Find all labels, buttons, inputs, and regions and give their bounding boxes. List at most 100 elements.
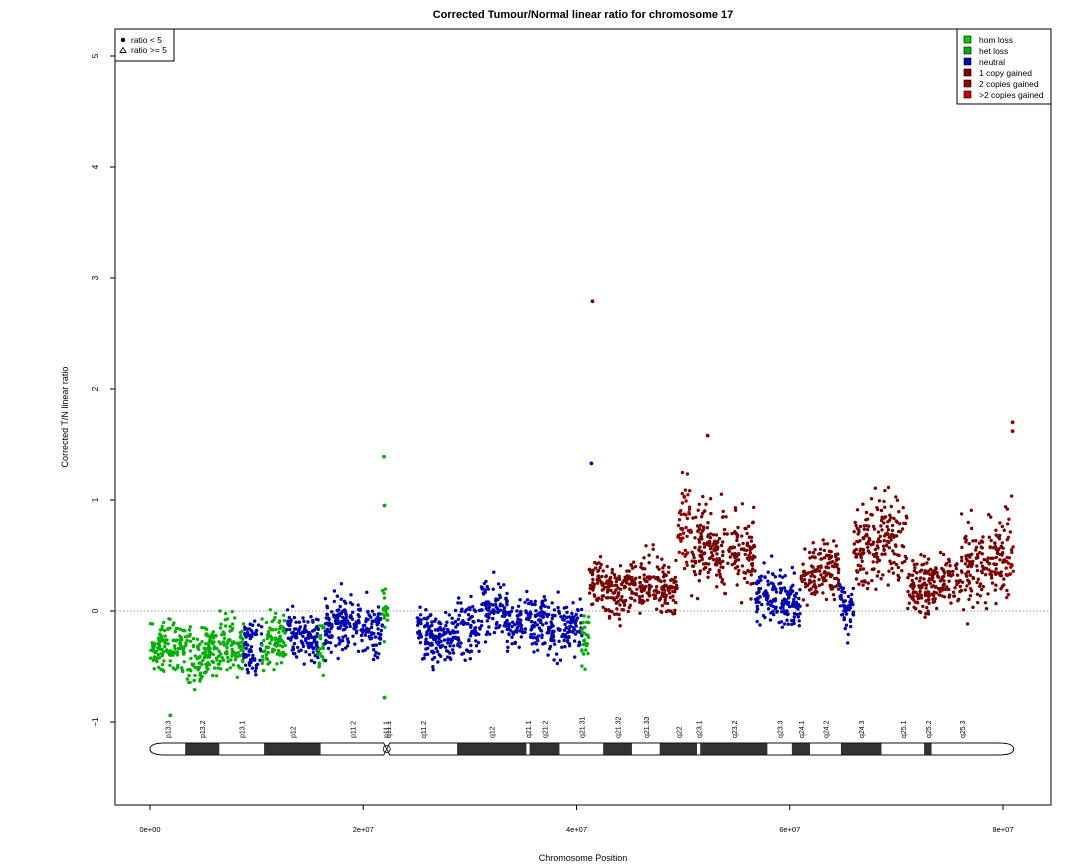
data-point [317,661,321,665]
x-tick-label: 2e+07 [353,825,374,834]
data-point [697,540,702,544]
data-point [275,642,279,646]
data-point [966,578,970,582]
data-point [912,569,917,573]
data-point [818,547,823,551]
segment-neutral [479,570,509,644]
data-point [710,544,714,548]
data-point [890,523,895,528]
data-point [479,624,484,628]
data-point [587,591,592,595]
data-point [876,507,880,512]
data-point [708,567,712,572]
data-point [1002,577,1006,581]
data-point [879,508,884,513]
data-point [563,633,567,637]
data-point [1007,517,1011,521]
data-point [779,620,784,624]
data-point [278,643,282,648]
data-point [586,651,590,656]
data-point [871,524,876,529]
data-point [572,617,576,622]
data-point [207,649,211,653]
data-point [160,627,164,632]
data-point [565,615,569,619]
data-point [580,649,584,653]
data-point [877,558,882,563]
data-point [563,645,567,649]
data-point [699,523,703,527]
data-point [762,594,767,598]
data-point [530,620,534,624]
data-point [454,625,458,629]
data-point [940,566,944,571]
data-point [525,598,530,602]
data-point [200,662,204,667]
data-point [720,580,724,584]
data-point [334,644,338,648]
data-point [335,608,339,613]
data-point [172,621,176,625]
data-point [846,632,850,637]
data-point [484,600,488,604]
data-point [912,605,916,609]
data-point [185,638,189,643]
data-point [858,524,863,529]
data-point [344,615,348,620]
data-point [713,549,717,553]
data-point [618,624,622,628]
data-point [515,620,519,624]
y-tick-label: 1 [91,497,100,502]
data-point [510,606,515,610]
data-point [980,587,984,592]
data-point [312,628,317,632]
data-point [871,560,875,564]
data-point [968,573,972,577]
data-point [459,601,463,605]
data-point [614,588,618,592]
data-point [291,604,295,608]
data-point [326,616,330,620]
data-point [309,635,314,639]
legend-swatch [963,90,972,99]
data-point [560,634,564,639]
data-point [637,595,642,599]
data-point [289,638,293,642]
data-point [424,637,428,641]
data-point [471,605,475,609]
data-point [676,535,680,539]
data-point [341,635,345,639]
data-point [671,612,675,616]
data-point [188,667,192,671]
data-point [234,651,238,656]
data-point [268,608,273,612]
data-points [148,299,1015,718]
data-point [457,613,461,617]
data-point [173,647,177,651]
data-point [665,601,670,606]
data-point [864,510,869,515]
data-point [247,633,251,638]
data-point [372,648,376,652]
data-point [163,641,167,645]
data-point [708,536,713,540]
data-point [427,625,431,629]
data-point [969,508,973,512]
data-point [206,661,210,665]
data-point [600,594,604,598]
data-point [555,661,559,666]
data-point [615,583,619,588]
data-point [551,633,555,637]
data-point [990,581,995,585]
data-point [278,634,282,638]
data-point [673,590,677,594]
data-point [356,607,361,612]
data-point [896,573,900,578]
data-point [531,602,535,606]
data-point [301,634,305,638]
data-point [517,645,521,649]
data-point [294,655,299,659]
data-point [987,562,992,566]
data-point [467,639,471,643]
x-tick-label: 0e+00 [139,825,160,834]
